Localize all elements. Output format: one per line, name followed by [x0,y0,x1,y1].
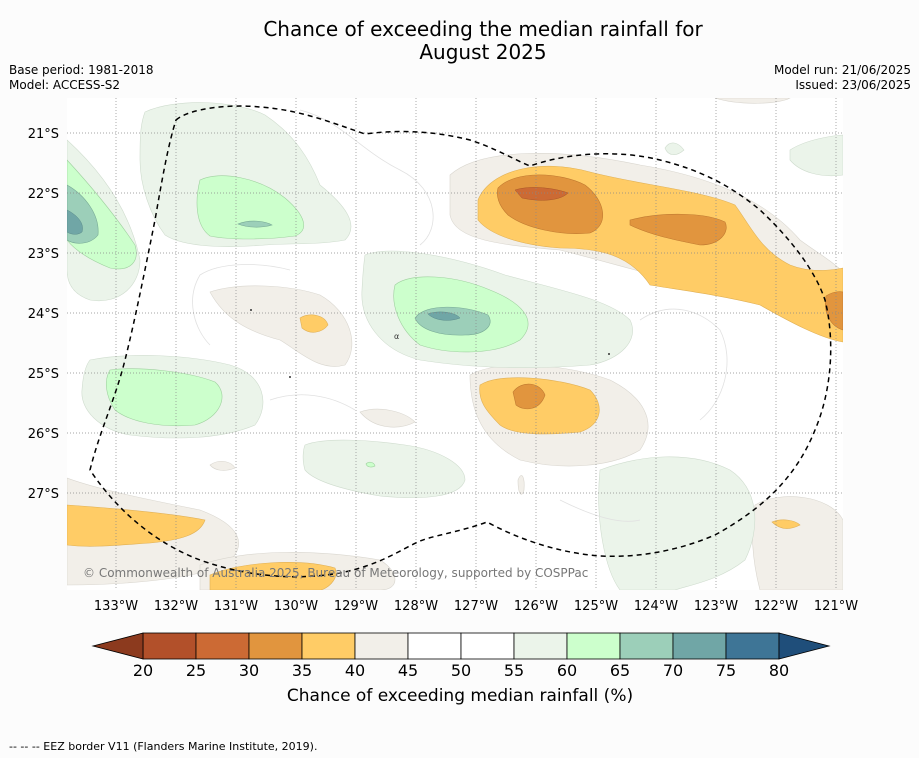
lat-label: 22°S [28,187,59,202]
contour-70-75 [67,209,461,321]
colorbar-segment [195,632,250,660]
issued-date: Issued: 23/06/2025 [795,78,911,92]
run-info: Model run: 21/06/2025 Issued: 23/06/2025 [774,63,911,93]
graticule [67,98,843,590]
lat-label: 23°S [28,247,59,262]
lat-label: 25°S [28,367,59,382]
colorbar-tick-label: 70 [663,661,683,680]
contour-25-30 [514,187,569,201]
colorbar-segment [354,632,409,660]
lon-label: 130°W [274,599,318,614]
contour-lines-45-55 [192,109,728,522]
colorbar-tick-label: 30 [239,661,259,680]
title-line-1: Chance of exceeding the median rainfall … [263,17,703,41]
colorbar-tick-label: 65 [610,661,630,680]
copyright-notice: © Commonwealth of Australia 2025, Bureau… [83,566,588,580]
lon-label: 127°W [454,599,498,614]
colorbar-tick-label: 35 [292,661,312,680]
islands: α [250,309,610,378]
colorbar-tick-label: 80 [769,661,789,680]
colorbar-segment [725,632,780,660]
colorbar-title: Chance of exceeding median rainfall (%) [286,686,634,706]
colorbar-over-arrow [778,632,831,660]
colorbar-tick-label: 60 [557,661,577,680]
lon-label: 125°W [574,599,618,614]
lon-label: 124°W [634,599,678,614]
lat-label: 21°S [28,127,59,142]
lat-label: 27°S [28,487,59,502]
colorbar-segment [248,632,303,660]
lon-label: 128°W [394,599,438,614]
lon-label: 133°W [94,599,138,614]
colorbar-segment [407,632,462,660]
lat-label: 26°S [28,427,59,442]
colorbar-tick-label: 75 [716,661,736,680]
lon-label: 129°W [334,599,378,614]
colorbar-tick-label: 20 [133,661,153,680]
colorbar-segment [513,632,568,660]
lon-label: 131°W [214,599,258,614]
map-panel: α © Commonwealth of Australia 2025, Bure… [67,98,843,590]
colorbar-tick-label: 45 [398,661,418,680]
colorbar-segment [672,632,727,660]
model-run: Model run: 21/06/2025 [773,63,911,77]
colorbar-segment [460,632,515,660]
colorbar-segment [301,632,356,660]
colorbar-tick-label: 25 [186,661,206,680]
lat-label: 24°S [28,307,59,322]
eez-border [89,105,832,578]
title-line-2: August 2025 [419,40,547,64]
colorbar-under-arrow [91,632,144,660]
colorbar-tick-label: 50 [451,661,471,680]
lon-label: 126°W [514,599,558,614]
latitude-labels: 21°S 22°S 23°S 24°S 25°S 26°S 27°S [28,127,59,502]
model-info: Base period: 1981-2018 Model: ACCESS-S2 [9,63,154,93]
lon-label: 132°W [154,599,198,614]
colorbar-segment [619,632,674,660]
model-name: Model: ACCESS-S2 [9,78,121,92]
longitude-labels: 133°W 132°W 131°W 130°W 129°W 128°W 127°… [94,599,858,614]
colorbar-tick-label: 40 [345,661,365,680]
lon-label: 122°W [754,599,798,614]
lon-label: 123°W [694,599,738,614]
contour-60-65 [67,159,529,468]
lon-label: 121°W [814,599,858,614]
colorbar-tick-label: 55 [504,661,524,680]
svg-text:α: α [394,332,399,341]
colorbar: 20 25 30 35 40 45 50 55 60 65 70 75 80 [91,632,831,680]
map-title: Chance of exceeding the median rainfall … [0,18,919,64]
eez-footnote: -- -- -- EEZ border V11 (Flanders Marine… [9,740,318,753]
colorbar-segment [142,632,197,660]
colorbar-segment [566,632,621,660]
base-period: Base period: 1981-2018 [9,63,154,77]
